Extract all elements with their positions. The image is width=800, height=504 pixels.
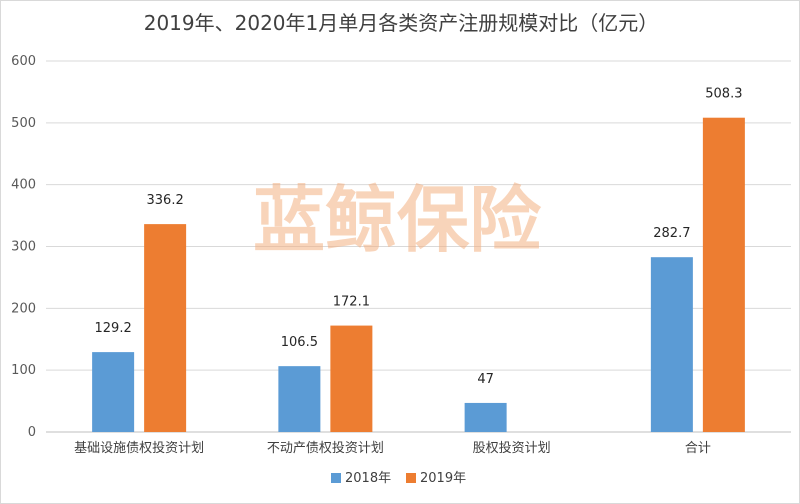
bar-2019 <box>330 325 373 432</box>
bar-2019 <box>144 224 187 432</box>
legend: 2018年 2019年 <box>331 471 466 486</box>
y-tick-label: 600 <box>11 54 36 69</box>
legend-swatch <box>331 473 341 483</box>
bar-2018 <box>650 257 693 432</box>
y-tick-label: 400 <box>11 178 36 193</box>
data-label: 508.3 <box>705 87 742 102</box>
bar-2018 <box>464 402 507 432</box>
x-category-label: 不动产债权投资计划 <box>267 440 384 456</box>
legend-label: 2018年 <box>345 471 391 486</box>
y-tick-label: 200 <box>11 301 36 316</box>
x-category-label: 基础设施债权投资计划 <box>74 440 204 456</box>
bar-2018 <box>278 366 321 432</box>
legend-swatch <box>406 473 416 483</box>
y-tick-label: 500 <box>11 116 36 131</box>
y-axis-ticks: 0 100 200 300 400 500 600 <box>11 54 36 440</box>
bar-2018 <box>92 352 135 432</box>
data-label: 336.2 <box>147 193 184 208</box>
data-label: 129.2 <box>95 321 132 336</box>
data-label: 106.5 <box>281 335 318 350</box>
y-tick-label: 0 <box>28 425 36 440</box>
x-axis-categories: 基础设施债权投资计划 不动产债权投资计划 股权投资计划 合计 <box>74 440 711 456</box>
legend-label: 2019年 <box>420 471 466 486</box>
chart-title: 2019年、2020年1月单月各类资产注册规模对比（亿元） <box>144 11 659 35</box>
watermark-text: 蓝鲸保险 <box>253 178 542 262</box>
y-tick-label: 100 <box>11 363 36 378</box>
bars <box>92 117 745 432</box>
data-label: 172.1 <box>333 295 370 310</box>
bar-2019 <box>702 117 745 432</box>
x-category-label: 股权投资计划 <box>473 440 551 456</box>
data-labels: 129.2 336.2 106.5 172.1 47 282.7 508.3 <box>95 87 743 387</box>
data-label: 282.7 <box>653 226 690 241</box>
x-category-label: 合计 <box>685 441 711 456</box>
y-tick-label: 300 <box>11 240 36 255</box>
data-label: 47 <box>477 372 494 387</box>
